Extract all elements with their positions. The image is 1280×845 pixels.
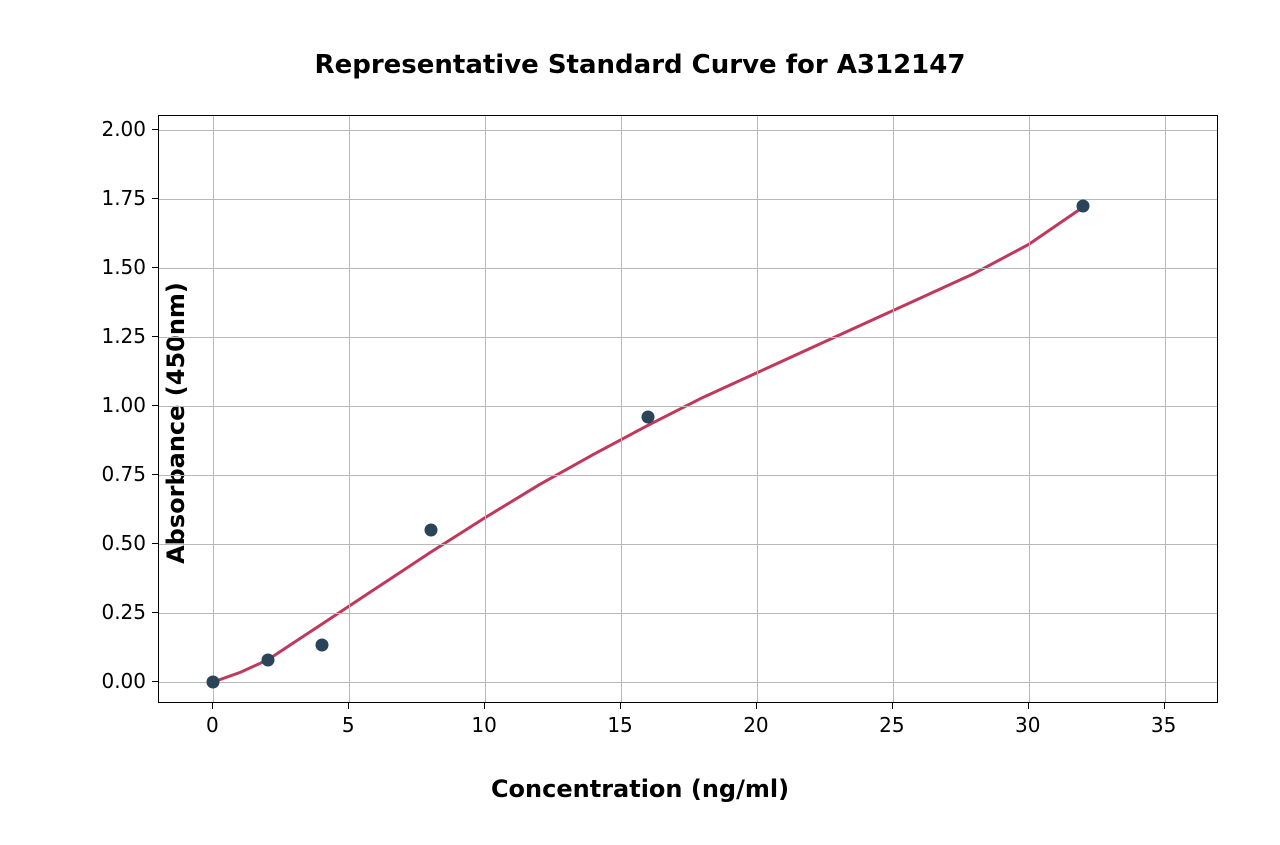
scatter-point (207, 675, 220, 688)
gridline-horizontal (159, 406, 1217, 407)
gridline-horizontal (159, 268, 1217, 269)
gridline-horizontal (159, 613, 1217, 614)
scatter-point (642, 410, 655, 423)
plot-area (158, 115, 1218, 703)
xtick-label: 30 (1015, 713, 1040, 737)
ytick-label: 0.50 (101, 531, 146, 555)
xtick-label: 10 (471, 713, 496, 737)
xtick-mark (756, 703, 757, 709)
xtick-mark (892, 703, 893, 709)
xtick-mark (1164, 703, 1165, 709)
gridline-horizontal (159, 544, 1217, 545)
gridline-vertical (213, 116, 214, 702)
gridline-vertical (349, 116, 350, 702)
scatter-point (316, 638, 329, 651)
ytick-mark (152, 543, 158, 544)
x-axis-label: Concentration (ng/ml) (0, 775, 1280, 803)
xtick-label: 5 (342, 713, 355, 737)
gridline-vertical (1165, 116, 1166, 702)
gridline-vertical (757, 116, 758, 702)
ytick-mark (152, 267, 158, 268)
gridline-vertical (893, 116, 894, 702)
ytick-mark (152, 129, 158, 130)
scatter-point (1077, 199, 1090, 212)
ytick-label: 1.25 (101, 324, 146, 348)
ytick-label: 2.00 (101, 117, 146, 141)
ytick-mark (152, 336, 158, 337)
gridline-horizontal (159, 475, 1217, 476)
xtick-mark (484, 703, 485, 709)
xtick-label: 25 (879, 713, 904, 737)
scatter-point (424, 524, 437, 537)
xtick-mark (1028, 703, 1029, 709)
xtick-label: 15 (607, 713, 632, 737)
gridline-horizontal (159, 682, 1217, 683)
xtick-mark (620, 703, 621, 709)
ytick-label: 0.00 (101, 669, 146, 693)
gridline-vertical (621, 116, 622, 702)
ytick-mark (152, 405, 158, 406)
xtick-label: 0 (206, 713, 219, 737)
xtick-mark (348, 703, 349, 709)
curve-line (159, 116, 1219, 704)
gridline-vertical (1029, 116, 1030, 702)
ytick-mark (152, 612, 158, 613)
xtick-label: 20 (743, 713, 768, 737)
gridline-horizontal (159, 199, 1217, 200)
scatter-point (261, 653, 274, 666)
ytick-mark (152, 474, 158, 475)
ytick-label: 0.25 (101, 600, 146, 624)
ytick-label: 1.75 (101, 186, 146, 210)
xtick-label: 35 (1151, 713, 1176, 737)
gridline-horizontal (159, 337, 1217, 338)
gridline-horizontal (159, 130, 1217, 131)
chart-container: Representative Standard Curve for A31214… (0, 0, 1280, 845)
gridline-vertical (485, 116, 486, 702)
ytick-mark (152, 198, 158, 199)
ytick-mark (152, 681, 158, 682)
ytick-label: 0.75 (101, 462, 146, 486)
ytick-label: 1.50 (101, 255, 146, 279)
ytick-label: 1.00 (101, 393, 146, 417)
xtick-mark (212, 703, 213, 709)
chart-title: Representative Standard Curve for A31214… (0, 50, 1280, 80)
